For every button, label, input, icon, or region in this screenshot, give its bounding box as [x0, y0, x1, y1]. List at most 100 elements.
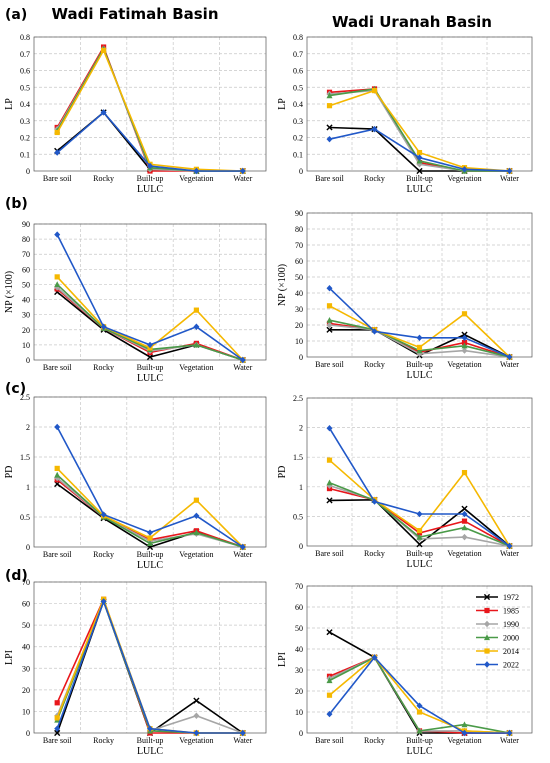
legend-label: 2014 [503, 647, 519, 656]
series-2014 [54, 465, 246, 550]
series-1990 [54, 45, 246, 175]
plot-frame [33, 396, 267, 548]
y-tick-label: 20 [295, 321, 303, 330]
x-tick-label: Vegetation [179, 363, 213, 372]
x-tick-label: Rocky [93, 736, 114, 745]
y-tick-label: 40 [22, 643, 30, 652]
x-tick-label: Vegetation [447, 736, 481, 745]
data-point-2022 [239, 543, 246, 551]
plot-frame [306, 397, 533, 547]
data-point-2000 [461, 721, 468, 728]
data-point-2000 [461, 342, 468, 349]
series-line-1985 [329, 656, 510, 734]
data-point-2014 [461, 469, 468, 476]
y-tick-label: 40 [295, 645, 303, 654]
legend-item-1972: 1972 [476, 593, 519, 602]
y-tick-label: 0 [299, 542, 303, 551]
y-axis-label: LPI [277, 652, 288, 667]
data-point-2014 [416, 344, 423, 350]
series-line-2000 [329, 656, 510, 734]
data-point-2000 [326, 317, 333, 323]
series-2022 [326, 125, 513, 175]
chart-panel-b-uranah: 0 10 20 30 40 50 60 70 80 90 Bare soil Rocky Built-u… [277, 209, 533, 381]
series-2022 [54, 598, 246, 737]
series-2014 [54, 47, 246, 174]
data-point-2022 [326, 424, 333, 432]
data-point-1972 [146, 353, 154, 361]
y-tick-label: 60 [295, 603, 303, 612]
series-line-2022 [328, 656, 510, 734]
x-axis-label: LULC [137, 746, 163, 757]
y-axis-label: NP (×100) [4, 271, 15, 313]
x-tick-label: Water [500, 174, 519, 183]
y-tick-label: 0.5 [20, 83, 30, 92]
data-point-2000 [416, 727, 423, 734]
y-tick-label: 0.6 [293, 67, 303, 76]
x-axis-label: LULC [137, 373, 163, 384]
y-tick-label: 50 [22, 621, 30, 630]
data-point-2022 [326, 285, 333, 292]
data-point-1972 [416, 167, 423, 175]
data-point-2022 [506, 353, 513, 361]
x-tick-label: Built-up [406, 360, 433, 369]
legend-item-2014: 2014 [476, 647, 519, 656]
y-tick-label: 0 [299, 167, 303, 176]
data-point-2022 [506, 542, 513, 550]
x-tick-label: Bare soil [315, 736, 344, 745]
data-point-2022 [54, 423, 61, 431]
data-point-2022 [461, 334, 468, 341]
legend-item-2000: 2000 [476, 634, 519, 643]
data-point-2022 [100, 598, 107, 605]
data-point-1990 [461, 347, 468, 354]
y-tick-label: 60 [295, 257, 303, 266]
x-tick-label: Built-up [406, 549, 433, 558]
series-line-2014 [56, 48, 243, 172]
legend-item-2022: 2022 [476, 661, 519, 670]
y-tick-label: 20 [295, 687, 303, 696]
data-point-2022 [416, 334, 423, 341]
y-tick-label: 0 [26, 167, 30, 176]
data-point-2014 [193, 497, 199, 503]
series-1972 [54, 598, 246, 737]
data-point-2022 [239, 729, 246, 737]
x-axis-label: LULC [406, 370, 432, 381]
x-tick-label: Bare soil [315, 549, 344, 558]
data-point-1985 [54, 700, 60, 706]
series-2022 [326, 424, 513, 550]
x-tick-label: Built-up [406, 174, 433, 183]
x-axis-label: LULC [406, 184, 432, 195]
y-tick-label: 0 [26, 356, 30, 365]
y-tick-label: 1 [299, 483, 303, 492]
y-tick-label: 90 [295, 209, 303, 218]
data-point-2022 [506, 167, 513, 175]
data-point-2022 [371, 125, 378, 133]
data-point-2000 [147, 540, 153, 546]
y-tick-label: 0.1 [20, 150, 30, 159]
x-tick-label: Rocky [93, 174, 114, 183]
x-axis-label: LULC [137, 560, 163, 571]
y-tick-label: 70 [295, 241, 303, 250]
y-axis-label: LP [4, 98, 15, 110]
legend-marker [484, 661, 490, 668]
x-tick-label: Water [500, 736, 519, 745]
y-tick-label: 60 [22, 600, 30, 609]
data-point-2014 [326, 103, 333, 109]
y-tick-label: 0.4 [293, 100, 303, 109]
y-tick-label: 50 [295, 624, 303, 633]
data-point-2014 [326, 457, 333, 463]
data-point-2022 [100, 511, 107, 518]
x-axis-label: LULC [406, 559, 432, 570]
x-tick-label: Vegetation [447, 360, 481, 369]
y-tick-label: 0.3 [293, 117, 303, 126]
x-tick-label: Bare soil [315, 360, 344, 369]
data-point-2022 [147, 341, 153, 349]
row-label-c: (c) [5, 381, 26, 397]
legend: 1972 1985 1990 2000 2014 2022 [476, 593, 519, 670]
data-point-2014 [54, 129, 60, 136]
data-point-2022 [416, 510, 423, 518]
y-tick-label: 0.5 [293, 512, 303, 521]
x-tick-label: Bare soil [43, 174, 72, 183]
data-point-2014 [371, 88, 378, 94]
